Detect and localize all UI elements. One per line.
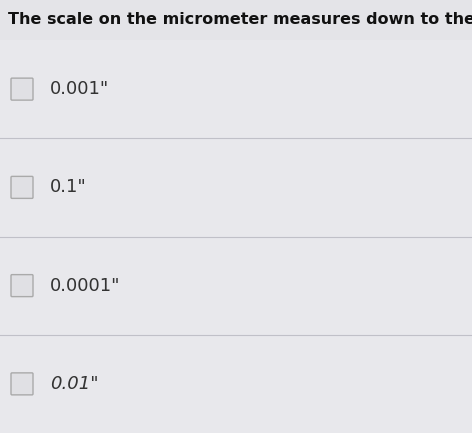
FancyBboxPatch shape (11, 275, 33, 297)
Bar (0, 138, 472, 236)
Text: 0.001": 0.001" (50, 80, 109, 98)
Bar (0, 335, 472, 433)
Text: The scale on the micrometer measures down to the...: The scale on the micrometer measures dow… (8, 13, 472, 28)
Bar (0, 0, 472, 40)
Bar (0, 236, 472, 335)
Bar (0, 40, 472, 138)
FancyBboxPatch shape (11, 176, 33, 198)
Text: 0.1": 0.1" (50, 178, 87, 197)
Text: 0.01": 0.01" (50, 375, 99, 393)
FancyBboxPatch shape (11, 78, 33, 100)
Text: 0.0001": 0.0001" (50, 277, 120, 294)
FancyBboxPatch shape (11, 373, 33, 395)
